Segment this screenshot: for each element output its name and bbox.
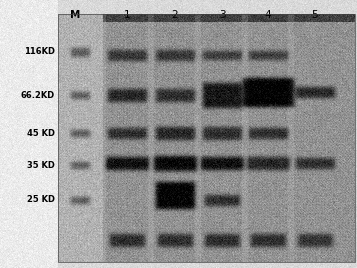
Text: 45 KD: 45 KD xyxy=(27,128,55,137)
Text: 116KD: 116KD xyxy=(24,47,55,57)
Text: 35 KD: 35 KD xyxy=(27,161,55,169)
Text: 2: 2 xyxy=(172,10,178,20)
Text: 66.2KD: 66.2KD xyxy=(21,91,55,99)
Text: 1: 1 xyxy=(124,10,130,20)
Text: 3: 3 xyxy=(219,10,225,20)
Text: 4: 4 xyxy=(265,10,271,20)
Bar xyxy=(58,14,355,262)
Text: M: M xyxy=(70,10,80,20)
Text: 25 KD: 25 KD xyxy=(27,195,55,204)
Text: 5: 5 xyxy=(312,10,318,20)
